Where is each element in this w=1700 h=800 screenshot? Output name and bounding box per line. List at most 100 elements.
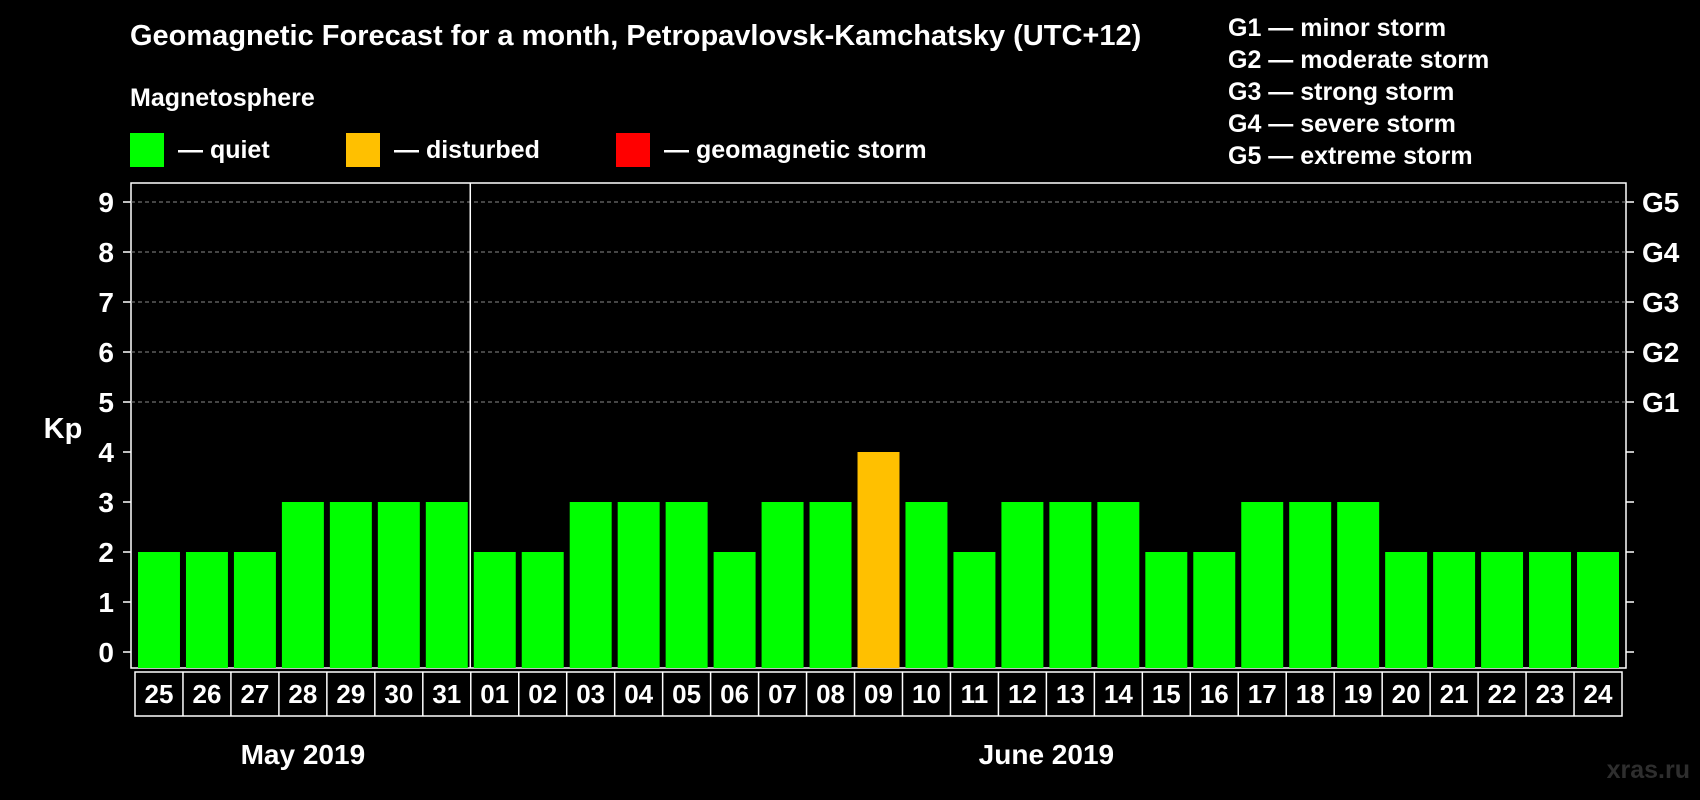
date-strip [134, 671, 1623, 717]
month-label-0: May 2019 [241, 739, 366, 770]
date-label-11: 11 [961, 679, 989, 709]
y-axis-label: Kp [44, 413, 83, 445]
date-label-18: 18 [1296, 679, 1325, 709]
bar-14 [1097, 502, 1140, 668]
storm-scale-g5: G5 — extreme storm [1228, 142, 1473, 170]
date-label-02: 02 [528, 679, 557, 709]
storm-scale-g3: G3 — strong storm [1228, 78, 1455, 106]
storm-scale-g2: G2 — moderate storm [1228, 46, 1490, 74]
bar-19 [1337, 502, 1380, 668]
y-tick-label: 8 [98, 237, 114, 268]
bar-31 [425, 502, 468, 668]
y-tick-label: 6 [98, 337, 114, 368]
legend-label-quiet: — quiet [178, 135, 270, 164]
date-label-24: 24 [1584, 679, 1613, 709]
y-tick-label: 4 [98, 437, 114, 468]
bar-29 [329, 502, 372, 668]
storm-scale-legend: G1 — minor storm G2 — moderate storm G3 … [1228, 12, 1489, 172]
date-label-12: 12 [1008, 679, 1037, 709]
y-tick-label: 0 [98, 637, 114, 668]
date-label-17: 17 [1248, 679, 1277, 709]
bar-12 [1001, 502, 1044, 668]
y-tick-label: 7 [98, 287, 114, 318]
bar-11 [953, 552, 996, 668]
y-tick-label: 1 [98, 587, 114, 618]
y-tick-label: 5 [98, 387, 114, 418]
bar-20 [1385, 552, 1428, 668]
date-label-16: 16 [1200, 679, 1229, 709]
g-level-label-g5: G5 [1642, 187, 1679, 218]
bar-06 [713, 552, 756, 668]
watermark: xras.ru [1606, 756, 1690, 784]
legend-heading: Magnetosphere [130, 84, 315, 112]
bar-03 [569, 502, 612, 668]
y-tick-label: 9 [98, 187, 114, 218]
date-label-28: 28 [288, 679, 317, 709]
bar-01 [473, 552, 516, 668]
bar-27 [233, 552, 276, 668]
legend-item-storm: — geomagnetic storm [616, 132, 927, 168]
date-label-15: 15 [1152, 679, 1181, 709]
y-tick-label: 3 [98, 487, 114, 518]
date-label-29: 29 [336, 679, 365, 709]
legend-item-disturbed: — disturbed [346, 132, 540, 168]
chart-title: Geomagnetic Forecast for a month, Petrop… [130, 20, 1142, 52]
bar-13 [1049, 502, 1092, 668]
bar-05 [665, 502, 708, 668]
bar-17 [1241, 502, 1284, 668]
legend-label-storm: — geomagnetic storm [664, 135, 927, 164]
legend-label-disturbed: — disturbed [394, 135, 540, 164]
bar-24 [1577, 552, 1619, 668]
g-level-label-g1: G1 [1642, 387, 1679, 418]
date-label-09: 09 [864, 679, 893, 709]
date-label-20: 20 [1392, 679, 1421, 709]
date-label-22: 22 [1488, 679, 1517, 709]
bar-26 [185, 552, 228, 668]
bar-10 [905, 502, 948, 668]
g-level-label-g4: G4 [1642, 237, 1680, 268]
bar-22 [1481, 552, 1524, 668]
g-level-label-g2: G2 [1642, 337, 1679, 368]
bar-07 [761, 502, 804, 668]
y-tick-label: 2 [98, 537, 114, 568]
bar-18 [1289, 502, 1332, 668]
bar-09 [857, 452, 900, 668]
bar-08 [809, 502, 852, 668]
bar-21 [1433, 552, 1476, 668]
date-label-06: 06 [720, 679, 749, 709]
date-label-25: 25 [145, 679, 174, 709]
bar-15 [1145, 552, 1188, 668]
quiet-swatch [130, 133, 164, 167]
date-label-03: 03 [576, 679, 605, 709]
disturbed-swatch [346, 133, 380, 167]
date-label-04: 04 [624, 679, 653, 709]
g-level-label-g3: G3 [1642, 287, 1679, 318]
date-label-30: 30 [384, 679, 413, 709]
date-label-19: 19 [1344, 679, 1373, 709]
date-label-05: 05 [672, 679, 701, 709]
date-label-27: 27 [240, 679, 269, 709]
bar-28 [281, 502, 324, 668]
bar-25 [138, 552, 180, 668]
date-label-23: 23 [1536, 679, 1565, 709]
storm-scale-g4: G4 — severe storm [1228, 110, 1456, 138]
date-label-13: 13 [1056, 679, 1085, 709]
date-label-26: 26 [192, 679, 221, 709]
date-label-01: 01 [480, 679, 509, 709]
date-label-14: 14 [1104, 679, 1133, 709]
month-label-1: June 2019 [979, 739, 1114, 770]
bar-30 [377, 502, 420, 668]
storm-swatch [616, 133, 650, 167]
date-label-07: 07 [768, 679, 797, 709]
bar-16 [1193, 552, 1236, 668]
date-label-10: 10 [912, 679, 941, 709]
legend-item-quiet: — quiet [130, 132, 270, 168]
bar-02 [521, 552, 564, 668]
storm-scale-g1: G1 — minor storm [1228, 14, 1447, 42]
bar-23 [1529, 552, 1572, 668]
date-label-31: 31 [432, 679, 461, 709]
date-label-21: 21 [1440, 679, 1469, 709]
bar-04 [617, 502, 660, 668]
date-label-08: 08 [816, 679, 845, 709]
